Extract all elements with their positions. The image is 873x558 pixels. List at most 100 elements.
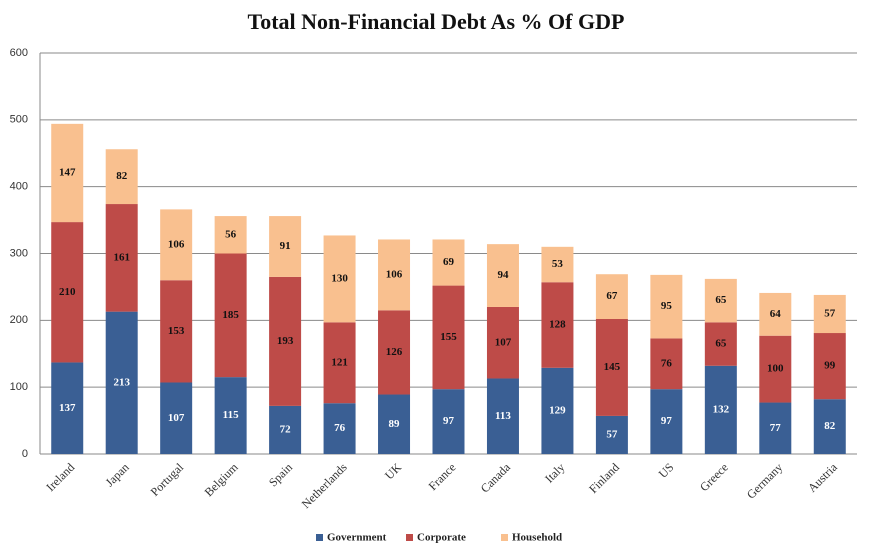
data-label: 193 bbox=[277, 335, 294, 347]
bar-segment bbox=[214, 253, 247, 378]
bar-segment bbox=[269, 216, 302, 277]
data-label: 67 bbox=[606, 290, 618, 302]
bar-segment bbox=[486, 378, 519, 454]
y-tick-label: 600 bbox=[10, 47, 28, 59]
legend-swatch bbox=[316, 534, 323, 541]
bar-segment bbox=[541, 367, 574, 454]
bar-segment bbox=[595, 318, 628, 416]
bar-segment bbox=[704, 322, 737, 366]
y-tick-label: 300 bbox=[10, 247, 28, 259]
data-label: 130 bbox=[331, 272, 348, 284]
data-label: 69 bbox=[443, 256, 455, 268]
bar-segment bbox=[51, 123, 84, 223]
data-label: 106 bbox=[386, 268, 403, 280]
data-label: 132 bbox=[713, 403, 730, 415]
bar-segment bbox=[650, 274, 683, 339]
bar-segment bbox=[813, 333, 846, 400]
data-label: 95 bbox=[661, 300, 673, 312]
data-label: 56 bbox=[225, 228, 237, 240]
bar-segment bbox=[704, 365, 737, 454]
data-label: 97 bbox=[443, 415, 455, 427]
data-label: 64 bbox=[770, 308, 782, 320]
bar-segment bbox=[51, 222, 84, 363]
data-label: 76 bbox=[334, 422, 346, 434]
bar-segment bbox=[813, 399, 846, 454]
bar-segment bbox=[486, 244, 519, 307]
data-label: 210 bbox=[59, 286, 76, 298]
data-label: 121 bbox=[331, 356, 348, 368]
data-label: 57 bbox=[606, 428, 618, 440]
data-label: 82 bbox=[116, 170, 128, 182]
data-label: 137 bbox=[59, 402, 76, 414]
bar-segment bbox=[704, 278, 737, 323]
data-label: 113 bbox=[495, 410, 511, 422]
data-label: 161 bbox=[113, 251, 130, 263]
data-label: 147 bbox=[59, 166, 76, 178]
data-label: 72 bbox=[280, 423, 292, 435]
bar-segment bbox=[105, 149, 138, 205]
y-tick-label: 500 bbox=[10, 114, 28, 126]
data-label: 82 bbox=[824, 420, 836, 432]
bar-segment bbox=[759, 402, 792, 454]
bar-segment bbox=[541, 282, 574, 368]
bar-segment bbox=[160, 280, 193, 383]
data-label: 89 bbox=[389, 418, 401, 430]
bar-segment bbox=[214, 216, 247, 254]
data-label: 129 bbox=[549, 404, 566, 416]
y-tick-label: 400 bbox=[10, 181, 28, 193]
data-label: 77 bbox=[770, 422, 782, 434]
bar-segment bbox=[105, 204, 138, 312]
bar-segment bbox=[323, 235, 356, 323]
bar-segment bbox=[813, 294, 846, 334]
data-label: 213 bbox=[113, 376, 130, 388]
bar-segment bbox=[323, 403, 356, 454]
data-label: 99 bbox=[824, 360, 836, 372]
bar-segment bbox=[51, 362, 84, 454]
data-label: 145 bbox=[604, 361, 621, 373]
data-label: 94 bbox=[497, 269, 509, 281]
bar-segment bbox=[650, 389, 683, 454]
bar-segment bbox=[105, 311, 138, 454]
data-label: 107 bbox=[495, 336, 512, 348]
bar-segment bbox=[214, 377, 247, 454]
bar-segment bbox=[432, 389, 465, 454]
bar-segment bbox=[378, 394, 411, 454]
data-label: 185 bbox=[222, 309, 239, 321]
data-label: 106 bbox=[168, 238, 185, 250]
y-tick-label: 0 bbox=[22, 448, 28, 460]
y-tick-label: 100 bbox=[10, 381, 28, 393]
bar-segment bbox=[378, 310, 411, 395]
legend-label: Corporate bbox=[417, 532, 466, 544]
bar-segment bbox=[650, 338, 683, 390]
data-label: 65 bbox=[715, 338, 727, 350]
bar-segment bbox=[269, 276, 302, 406]
legend-label: Government bbox=[327, 532, 387, 544]
bar-segment bbox=[432, 239, 465, 286]
data-label: 53 bbox=[552, 258, 564, 270]
bar-segment bbox=[269, 405, 302, 454]
bar-segment bbox=[759, 292, 792, 336]
legend-label: Household bbox=[512, 532, 562, 544]
bar-segment bbox=[378, 239, 411, 311]
y-tick-label: 200 bbox=[10, 314, 28, 326]
data-label: 97 bbox=[661, 415, 673, 427]
data-label: 107 bbox=[168, 412, 185, 424]
chart-title: Total Non-Financial Debt As % Of GDP bbox=[248, 9, 625, 34]
data-label: 91 bbox=[280, 240, 291, 252]
data-label: 100 bbox=[767, 363, 784, 375]
data-label: 126 bbox=[386, 346, 403, 358]
data-label: 153 bbox=[168, 325, 185, 337]
data-label: 57 bbox=[824, 308, 836, 320]
bar-segment bbox=[323, 322, 356, 404]
bar-segment bbox=[160, 209, 193, 281]
data-label: 65 bbox=[715, 294, 727, 306]
legend-swatch bbox=[406, 534, 413, 541]
data-label: 128 bbox=[549, 319, 566, 331]
bar-segment bbox=[160, 382, 193, 454]
data-label: 115 bbox=[223, 409, 239, 421]
bar-segment bbox=[595, 274, 628, 319]
bar-segment bbox=[541, 246, 574, 283]
data-label: 155 bbox=[440, 331, 457, 343]
bar-segment bbox=[595, 415, 628, 454]
